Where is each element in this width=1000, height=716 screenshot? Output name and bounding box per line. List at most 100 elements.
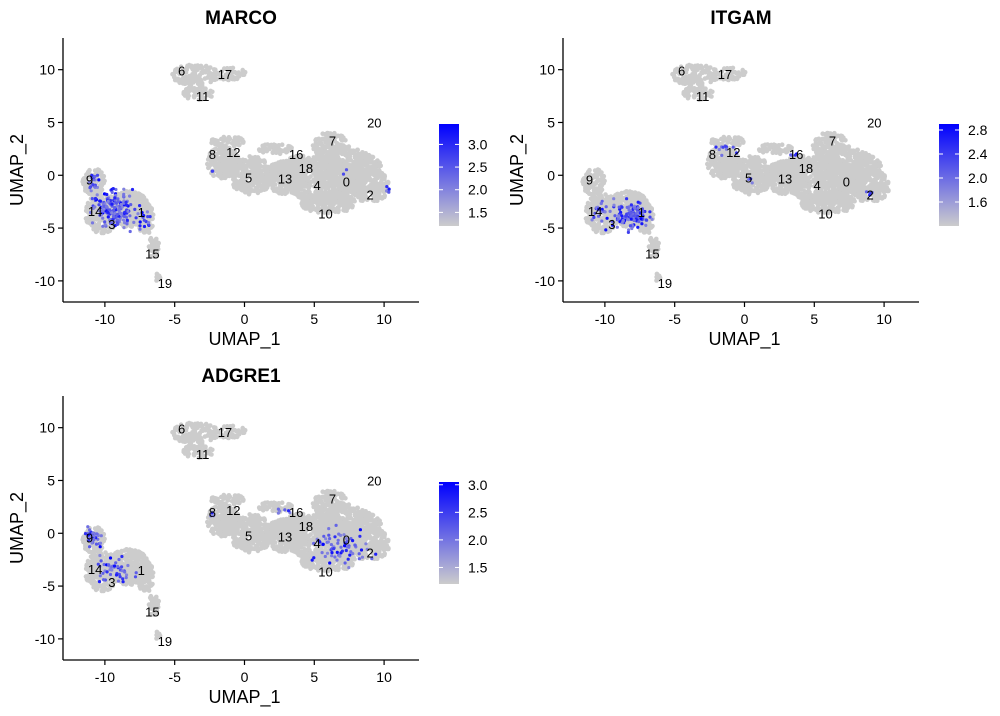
- cell-point: [837, 184, 842, 189]
- cell-point: [264, 148, 270, 154]
- cell-point: [334, 151, 340, 156]
- panel-title: ITGAM: [710, 8, 771, 29]
- cell-point: [337, 184, 342, 189]
- expressing-cell-point: [124, 200, 128, 204]
- cell-point: [207, 70, 213, 76]
- expressing-cell-point: [108, 208, 112, 212]
- expressing-cell-point: [112, 206, 117, 210]
- cell-point: [317, 156, 323, 161]
- cell-point: [834, 167, 839, 172]
- cell-point: [711, 67, 717, 72]
- cell-point: [867, 167, 873, 173]
- expressing-cell-point: [128, 214, 132, 218]
- cell-point: [359, 187, 364, 192]
- cell-point: [150, 240, 155, 245]
- cluster-label: 7: [329, 133, 336, 148]
- cell-point: [232, 69, 238, 75]
- cell-point: [856, 177, 861, 182]
- expressing-cell-point: [385, 185, 389, 189]
- expressing-cell-point: [90, 221, 95, 225]
- cell-point: [230, 75, 236, 80]
- cell-point: [232, 163, 238, 169]
- cell-point: [295, 189, 301, 194]
- cell-point: [192, 68, 197, 74]
- cell-point: [860, 198, 865, 203]
- y-tick-label: 5: [47, 114, 55, 130]
- cell-point: [202, 76, 208, 81]
- cell-point: [261, 183, 266, 188]
- cell-point: [95, 225, 101, 230]
- cell-point: [880, 183, 886, 188]
- cell-point: [685, 63, 691, 69]
- cell-point: [860, 173, 865, 178]
- cell-point: [851, 148, 857, 154]
- cell-point: [363, 167, 368, 173]
- cell-point: [696, 79, 702, 85]
- cell-point: [239, 182, 244, 187]
- cell-point: [697, 72, 703, 78]
- cell-point: [193, 90, 199, 96]
- expressing-cell-point: [128, 229, 132, 234]
- cell-point: [374, 162, 380, 168]
- cell-point: [324, 158, 330, 163]
- cell-point: [826, 171, 832, 176]
- cell-point: [344, 162, 349, 167]
- cell-point: [182, 77, 187, 82]
- cell-point: [328, 196, 334, 201]
- cell-point: [279, 142, 285, 147]
- y-tick-label: 10: [39, 62, 55, 78]
- cell-point: [329, 156, 335, 162]
- cell-point: [255, 158, 261, 164]
- y-tick-label: -10: [35, 273, 55, 289]
- cell-point: [241, 162, 246, 167]
- x-tick-label: 0: [241, 311, 249, 327]
- cell-point: [248, 164, 253, 170]
- cell-point: [345, 202, 351, 208]
- cell-point: [842, 152, 847, 157]
- cell-point: [379, 178, 385, 183]
- cell-point: [191, 94, 197, 100]
- cell-point: [178, 77, 183, 83]
- expressing-cell-point: [125, 218, 129, 222]
- cell-point: [364, 154, 370, 160]
- expressing-cell-point: [125, 203, 129, 207]
- cell-point: [672, 77, 678, 83]
- cell-point: [205, 161, 210, 167]
- cell-point: [360, 198, 365, 203]
- cell-point: [339, 137, 344, 142]
- expressing-cell-point: [129, 203, 133, 207]
- cell-point: [360, 173, 365, 178]
- cell-point: [197, 84, 203, 89]
- cell-point: [326, 171, 332, 176]
- cell-point: [216, 150, 222, 156]
- expressing-cell-point: [97, 178, 101, 182]
- cell-point: [254, 177, 260, 183]
- cell-point: [688, 87, 693, 93]
- cluster-label: 18: [299, 161, 313, 176]
- cell-point: [829, 156, 835, 162]
- colorbar-tick-label: 3.0: [468, 136, 488, 152]
- expressing-cell-point: [110, 190, 114, 194]
- expressing-cell-point: [138, 224, 142, 228]
- cell-point: [352, 154, 358, 159]
- cell-point: [856, 191, 861, 197]
- cell-point: [304, 206, 310, 211]
- cell-point: [335, 205, 341, 210]
- colorbar-tick-label: 2.5: [468, 159, 488, 175]
- expressing-cell-point: [344, 168, 349, 172]
- cell-point: [816, 136, 822, 142]
- expressing-cell-point: [119, 211, 124, 216]
- cell-point: [710, 77, 716, 83]
- cell-point: [707, 70, 713, 76]
- cell-point: [324, 133, 330, 138]
- cell-point: [864, 154, 870, 160]
- cell-point: [373, 194, 378, 200]
- cell-point: [846, 168, 852, 174]
- cell-point: [330, 144, 335, 149]
- cell-point: [221, 138, 226, 143]
- expressing-cell-point: [146, 221, 151, 225]
- expressing-cell-point: [110, 202, 114, 206]
- cell-point: [852, 174, 858, 179]
- cell-point: [277, 189, 283, 195]
- cell-point: [318, 148, 323, 154]
